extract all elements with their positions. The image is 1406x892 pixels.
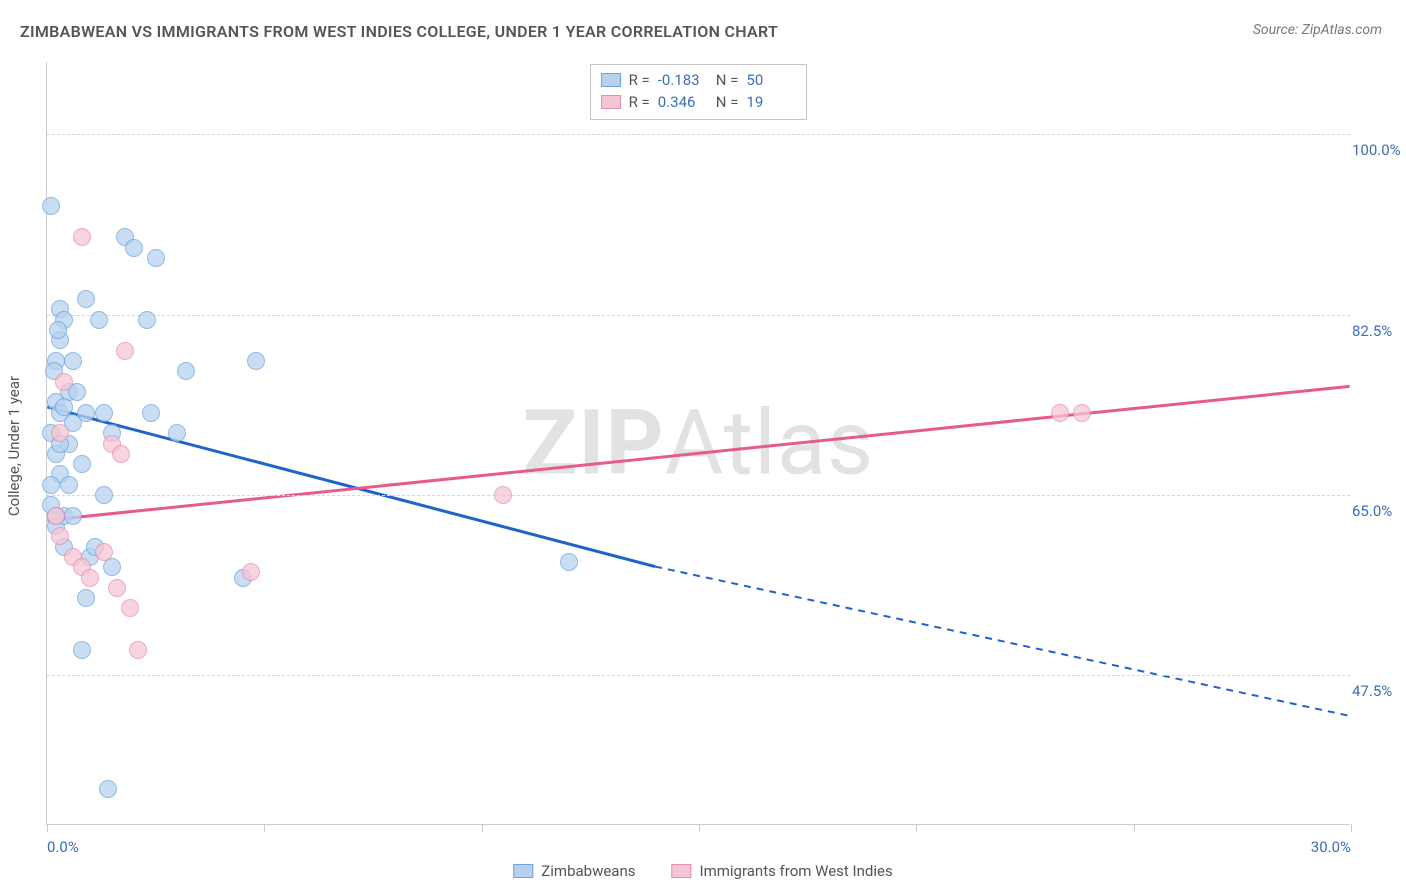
point-series2 (73, 228, 91, 246)
gridline (47, 675, 1350, 676)
legend-swatch-1 (513, 864, 533, 878)
xtick-label: 0.0% (47, 838, 79, 856)
point-series1 (73, 455, 91, 473)
plot-area: ZIPAtlas R = -0.183 N = 50 R = 0.346 N =… (46, 62, 1350, 825)
chart-title: ZIMBABWEAN VS IMMIGRANTS FROM WEST INDIE… (20, 22, 778, 41)
stat-n-label-2: N = (716, 91, 739, 113)
point-series2 (51, 527, 69, 545)
point-series1 (560, 553, 578, 571)
stat-r-2: 0.346 (658, 91, 708, 113)
watermark-bold: ZIP (523, 391, 665, 496)
y-axis-label: College, Under 1 year (5, 376, 23, 516)
point-series1 (42, 476, 60, 494)
point-series1 (60, 476, 78, 494)
watermark-light: Atlas (665, 391, 875, 496)
bottom-legend: Zimbabweans Immigrants from West Indies (513, 862, 892, 880)
swatch-series1 (601, 73, 621, 87)
point-series2 (81, 569, 99, 587)
point-series1 (90, 311, 108, 329)
point-series1 (64, 352, 82, 370)
point-series2 (51, 424, 69, 442)
stat-r-label: R = (629, 69, 650, 91)
point-series1 (125, 239, 143, 257)
point-series1 (103, 558, 121, 576)
stats-row-2: R = 0.346 N = 19 (601, 91, 797, 113)
point-series2 (242, 563, 260, 581)
ytick-label: 100.0% (1352, 141, 1402, 159)
xtick (482, 824, 483, 832)
point-series2 (108, 579, 126, 597)
point-series1 (73, 641, 91, 659)
point-series1 (138, 311, 156, 329)
point-series2 (112, 445, 130, 463)
legend-label-2: Immigrants from West Indies (700, 862, 893, 880)
point-series1 (247, 352, 265, 370)
point-series2 (55, 373, 73, 391)
stat-r-label-2: R = (629, 91, 650, 113)
point-series2 (47, 507, 65, 525)
ytick-label: 65.0% (1352, 502, 1402, 520)
xtick-label: 30.0% (1311, 838, 1351, 856)
xtick (264, 824, 265, 832)
xtick (699, 824, 700, 832)
ytick-label: 47.5% (1352, 682, 1402, 700)
point-series2 (494, 486, 512, 504)
trend-lines-svg (47, 62, 1350, 824)
point-series1 (42, 197, 60, 215)
stats-legend: R = -0.183 N = 50 R = 0.346 N = 19 (590, 64, 808, 120)
xtick (916, 824, 917, 832)
legend-item-2: Immigrants from West Indies (672, 862, 893, 880)
point-series2 (1051, 404, 1069, 422)
point-series1 (147, 249, 165, 267)
stat-n-2: 19 (746, 91, 796, 113)
point-series1 (49, 321, 67, 339)
stat-n-1: 50 (746, 69, 796, 91)
gridline (47, 134, 1350, 135)
stats-row-1: R = -0.183 N = 50 (601, 69, 797, 91)
point-series1 (95, 486, 113, 504)
xtick (47, 824, 48, 832)
point-series2 (129, 641, 147, 659)
legend-item-1: Zimbabweans (513, 862, 635, 880)
ytick-label: 82.5% (1352, 322, 1402, 340)
legend-label-1: Zimbabweans (541, 862, 635, 880)
point-series1 (77, 589, 95, 607)
stat-r-1: -0.183 (658, 69, 708, 91)
point-series2 (121, 599, 139, 617)
point-series1 (142, 404, 160, 422)
chart-container: ZIMBABWEAN VS IMMIGRANTS FROM WEST INDIE… (0, 0, 1406, 892)
source-label: Source: ZipAtlas.com (1253, 22, 1382, 38)
watermark: ZIPAtlas (523, 391, 875, 496)
stat-n-label: N = (716, 69, 739, 91)
point-series1 (77, 290, 95, 308)
point-series2 (95, 543, 113, 561)
point-series2 (116, 342, 134, 360)
xtick (1351, 824, 1352, 832)
point-series1 (77, 404, 95, 422)
point-series1 (168, 424, 186, 442)
gridline (47, 315, 1350, 316)
gridline (47, 495, 1350, 496)
xtick (1134, 824, 1135, 832)
point-series1 (64, 507, 82, 525)
point-series1 (95, 404, 113, 422)
point-series1 (177, 362, 195, 380)
point-series2 (1073, 404, 1091, 422)
point-series1 (99, 780, 117, 798)
swatch-series2 (601, 95, 621, 109)
legend-swatch-2 (672, 864, 692, 878)
